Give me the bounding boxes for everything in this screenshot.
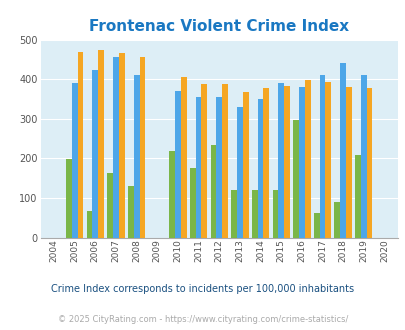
- Bar: [257, 99, 263, 238]
- Bar: [133, 75, 139, 238]
- Bar: [298, 87, 304, 238]
- Bar: [360, 75, 366, 238]
- Title: Frontenac Violent Crime Index: Frontenac Violent Crime Index: [89, 19, 348, 34]
- Bar: [98, 50, 104, 238]
- Bar: [345, 87, 351, 238]
- Bar: [210, 145, 216, 238]
- Bar: [324, 82, 330, 238]
- Bar: [251, 190, 257, 238]
- Bar: [319, 75, 324, 238]
- Bar: [77, 52, 83, 238]
- Bar: [339, 63, 345, 238]
- Bar: [72, 83, 77, 238]
- Bar: [313, 213, 319, 238]
- Bar: [195, 97, 201, 238]
- Bar: [231, 190, 237, 238]
- Bar: [222, 84, 227, 238]
- Text: Crime Index corresponds to incidents per 100,000 inhabitants: Crime Index corresponds to incidents per…: [51, 284, 354, 294]
- Bar: [66, 159, 72, 238]
- Bar: [277, 83, 284, 238]
- Bar: [242, 92, 248, 238]
- Bar: [216, 97, 222, 238]
- Bar: [107, 173, 113, 238]
- Bar: [354, 155, 360, 238]
- Bar: [169, 151, 175, 238]
- Bar: [92, 70, 98, 238]
- Bar: [201, 83, 207, 238]
- Bar: [304, 81, 310, 238]
- Bar: [284, 85, 289, 238]
- Bar: [366, 87, 371, 238]
- Bar: [263, 88, 269, 238]
- Text: © 2025 CityRating.com - https://www.cityrating.com/crime-statistics/: © 2025 CityRating.com - https://www.city…: [58, 315, 347, 324]
- Bar: [175, 91, 180, 238]
- Bar: [334, 202, 339, 238]
- Bar: [139, 57, 145, 238]
- Bar: [113, 57, 119, 238]
- Bar: [180, 77, 186, 238]
- Bar: [128, 186, 133, 238]
- Bar: [237, 107, 242, 238]
- Bar: [119, 53, 124, 238]
- Bar: [292, 120, 298, 238]
- Bar: [190, 168, 195, 238]
- Bar: [86, 211, 92, 238]
- Bar: [272, 190, 277, 238]
- Legend: Frontenac, Kansas, National: Frontenac, Kansas, National: [75, 327, 363, 330]
